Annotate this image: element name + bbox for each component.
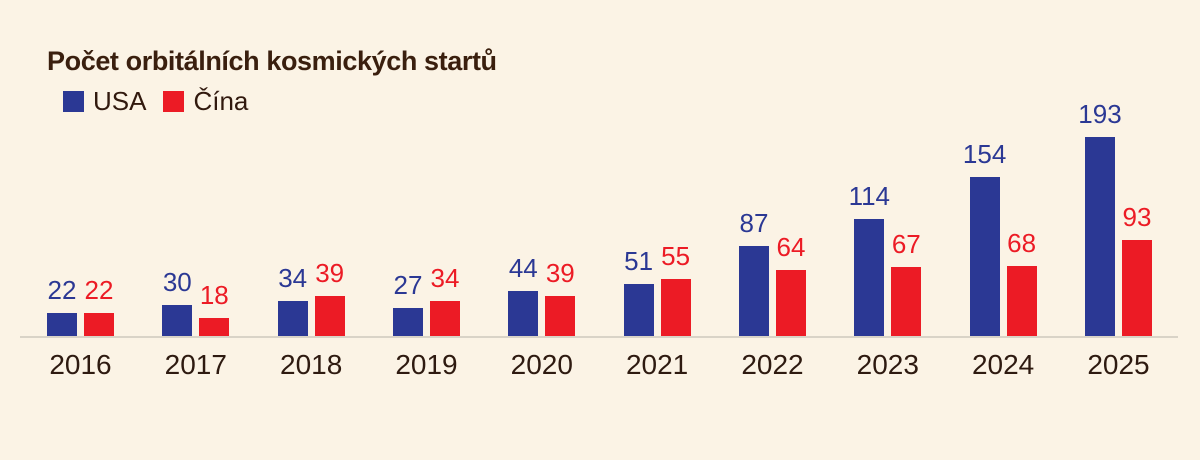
- bar-cina-2021: 55: [660, 243, 691, 336]
- value-label-usa-2018: 34: [278, 263, 308, 293]
- x-axis-label-2018: 2018: [280, 349, 343, 380]
- value-label-usa-2019: 27: [393, 270, 423, 301]
- value-label-cina-2024: 68: [1007, 228, 1037, 258]
- legend-item-cina: Čína: [163, 88, 248, 114]
- x-axis-line: [20, 336, 1178, 338]
- bar-cina-2016: 22: [84, 277, 114, 336]
- cina-legend-swatch-icon: [163, 90, 185, 112]
- bar-usa-2016: 22: [47, 277, 77, 336]
- bar-usa-2024: 154: [963, 141, 1006, 336]
- x-axis-label-2017: 2017: [164, 349, 227, 380]
- bar-cina-2025: 93: [1122, 204, 1152, 336]
- x-axis-label-2024: 2024: [971, 349, 1035, 380]
- bar-usa-2020: 44: [508, 255, 539, 336]
- chart-legend: USA Čína: [63, 88, 248, 114]
- x-axis-label-2020: 2020: [510, 349, 573, 380]
- value-label-cina-2025: 93: [1122, 202, 1152, 233]
- value-label-usa-2021: 51: [624, 245, 654, 276]
- bar-usa-2021: 51: [623, 248, 654, 336]
- x-axis-label-2023: 2023: [856, 349, 919, 380]
- value-label-cina-2022: 64: [776, 232, 806, 263]
- x-axis-label-2016: 2016: [49, 349, 112, 380]
- bar-usa-2019: 27: [393, 272, 423, 336]
- usa-legend-swatch-icon: [63, 90, 84, 112]
- value-label-cina-2017: 18: [199, 279, 229, 310]
- bar-cina-2024: 68: [1006, 230, 1037, 336]
- legend-label-cina: Čína: [193, 86, 249, 116]
- bar-cina-2020: 39: [545, 260, 576, 336]
- value-label-usa-2023: 114: [848, 180, 891, 211]
- legend-label-usa: USA: [93, 86, 147, 116]
- bar-usa-2018: 34: [277, 265, 308, 336]
- value-label-cina-2021: 55: [661, 241, 691, 272]
- value-label-usa-2016: 22: [47, 275, 77, 306]
- value-label-usa-2020: 44: [508, 252, 538, 283]
- bar-cina-2023: 67: [891, 231, 922, 336]
- value-label-cina-2016: 22: [84, 275, 114, 306]
- chart-title: Počet orbitálních kosmických startů: [47, 46, 497, 76]
- bar-usa-2025: 193: [1078, 101, 1122, 336]
- value-label-cina-2023: 67: [891, 229, 921, 259]
- value-label-cina-2020: 39: [545, 257, 575, 288]
- value-label-usa-2025: 193: [1078, 99, 1122, 130]
- x-axis-label-2021: 2021: [625, 349, 689, 380]
- x-axis-label-2019: 2019: [395, 349, 458, 380]
- bar-usa-2022: 87: [739, 210, 769, 336]
- bar-cina-2019: 34: [430, 265, 460, 336]
- bar-usa-2017: 30: [162, 269, 193, 336]
- x-axis-label-2025: 2025: [1087, 349, 1150, 380]
- value-label-cina-2019: 34: [430, 263, 460, 293]
- value-label-usa-2022: 87: [739, 208, 769, 239]
- bar-cina-2022: 64: [776, 234, 806, 336]
- bar-cina-2018: 39: [314, 260, 345, 336]
- bar-usa-2023: 114: [849, 183, 890, 336]
- value-label-usa-2017: 30: [162, 267, 192, 298]
- bar-cina-2017: 18: [199, 282, 230, 336]
- value-label-cina-2018: 39: [315, 257, 345, 288]
- value-label-usa-2024: 154: [962, 139, 1007, 170]
- x-axis-label-2022: 2022: [741, 349, 804, 380]
- legend-item-usa: USA: [63, 88, 146, 114]
